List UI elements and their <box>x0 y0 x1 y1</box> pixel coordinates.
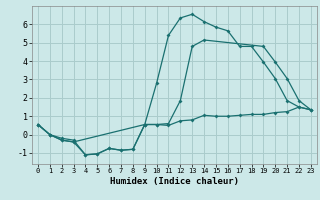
X-axis label: Humidex (Indice chaleur): Humidex (Indice chaleur) <box>110 177 239 186</box>
